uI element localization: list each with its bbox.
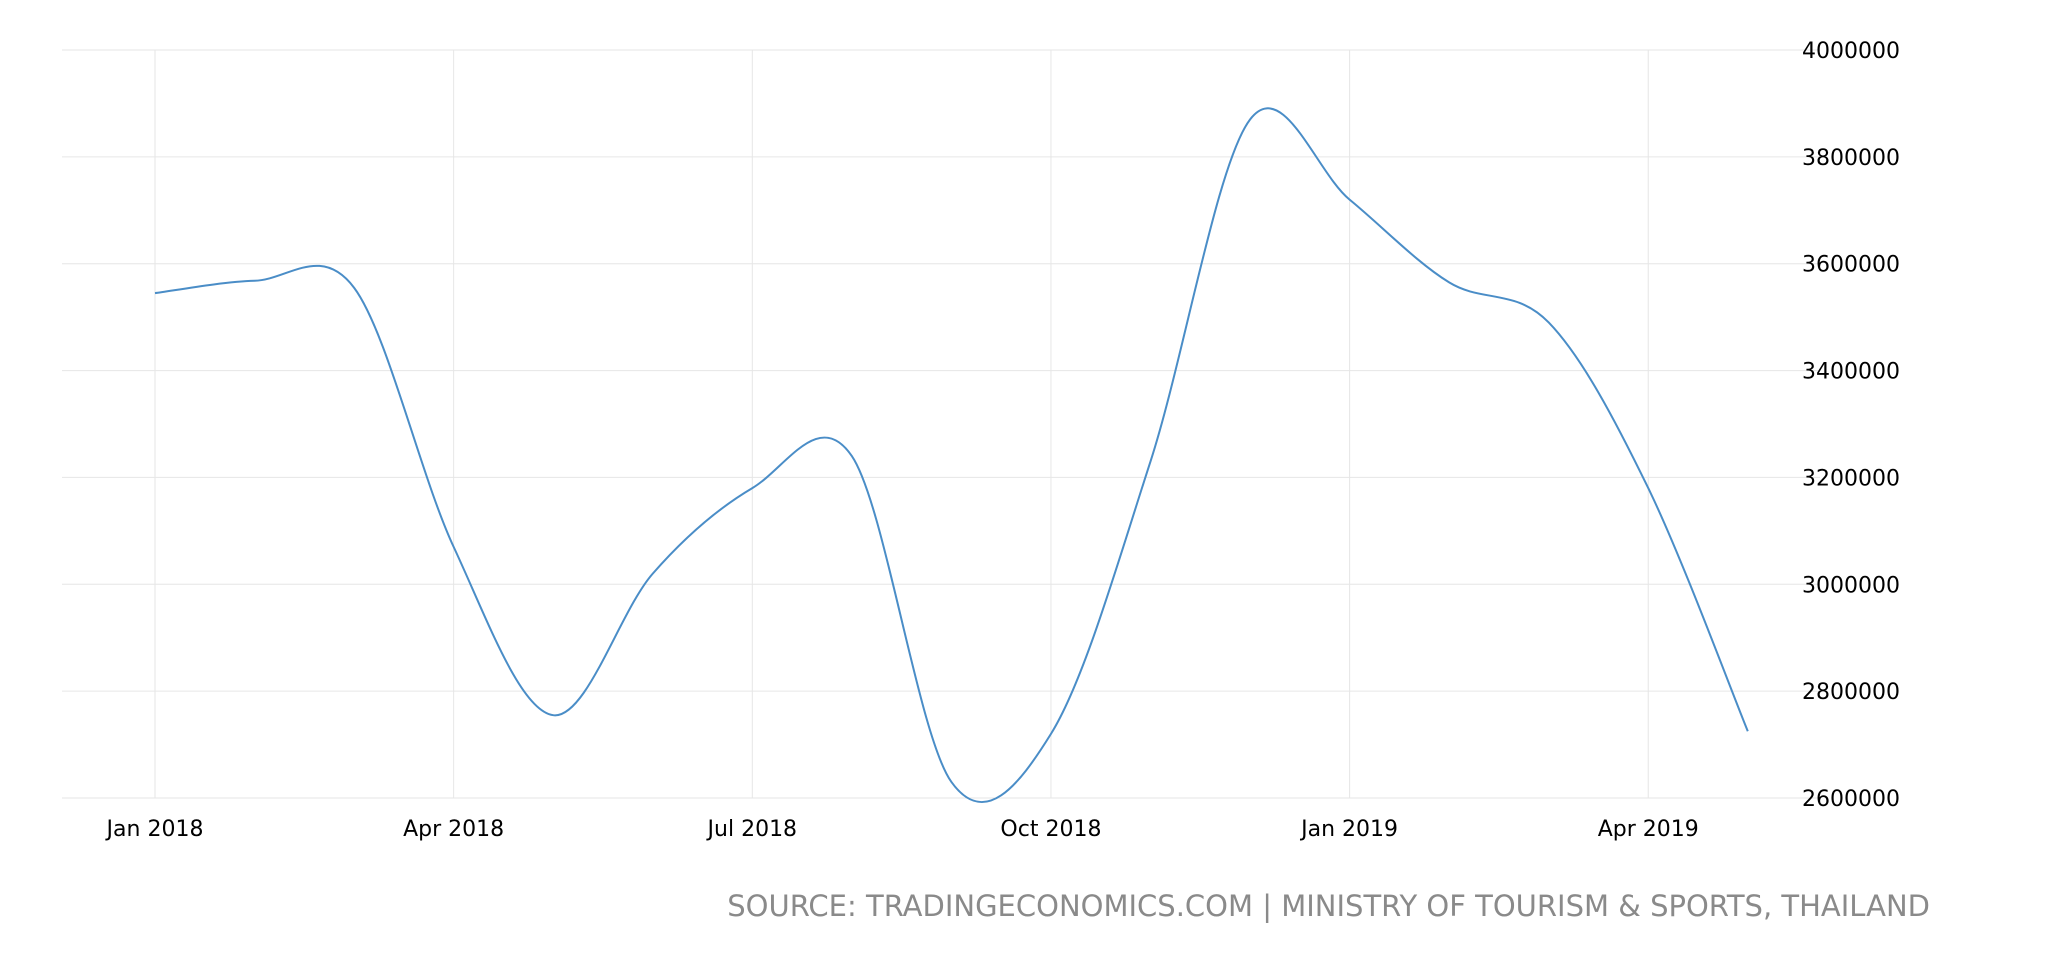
series-line [154,107,1749,804]
y-tick-label: 3200000 [1802,466,1900,491]
y-axis-ticks: 2600000 2800000 3000000 3200000 3400000 36000… [1802,39,1900,812]
x-tick-label: Apr 2018 [403,817,504,842]
x-tick-label: Jul 2018 [706,817,798,842]
chart-series [154,107,1749,804]
x-tick-label: Oct 2018 [1000,817,1101,842]
y-tick-label: 2600000 [1802,787,1900,812]
chart-grid [62,49,1820,799]
x-tick-label: Jan 2019 [1299,817,1398,842]
y-tick-label: 3800000 [1802,146,1900,171]
y-tick-label: 3000000 [1802,573,1900,598]
x-tick-label: Apr 2019 [1598,817,1699,842]
x-axis-ticks: Jan 2018 Apr 2018 Jul 2018 Oct 2018 Jan 2019… [105,817,1699,842]
source-note: SOURCE: TRADINGECONOMICS.COM | MINISTRY … [727,889,1930,923]
y-tick-label: 3600000 [1802,253,1900,278]
y-tick-label: 3400000 [1802,360,1900,385]
y-tick-label: 4000000 [1802,39,1900,64]
x-tick-label: Jan 2018 [105,817,204,842]
y-tick-label: 2800000 [1802,680,1900,705]
